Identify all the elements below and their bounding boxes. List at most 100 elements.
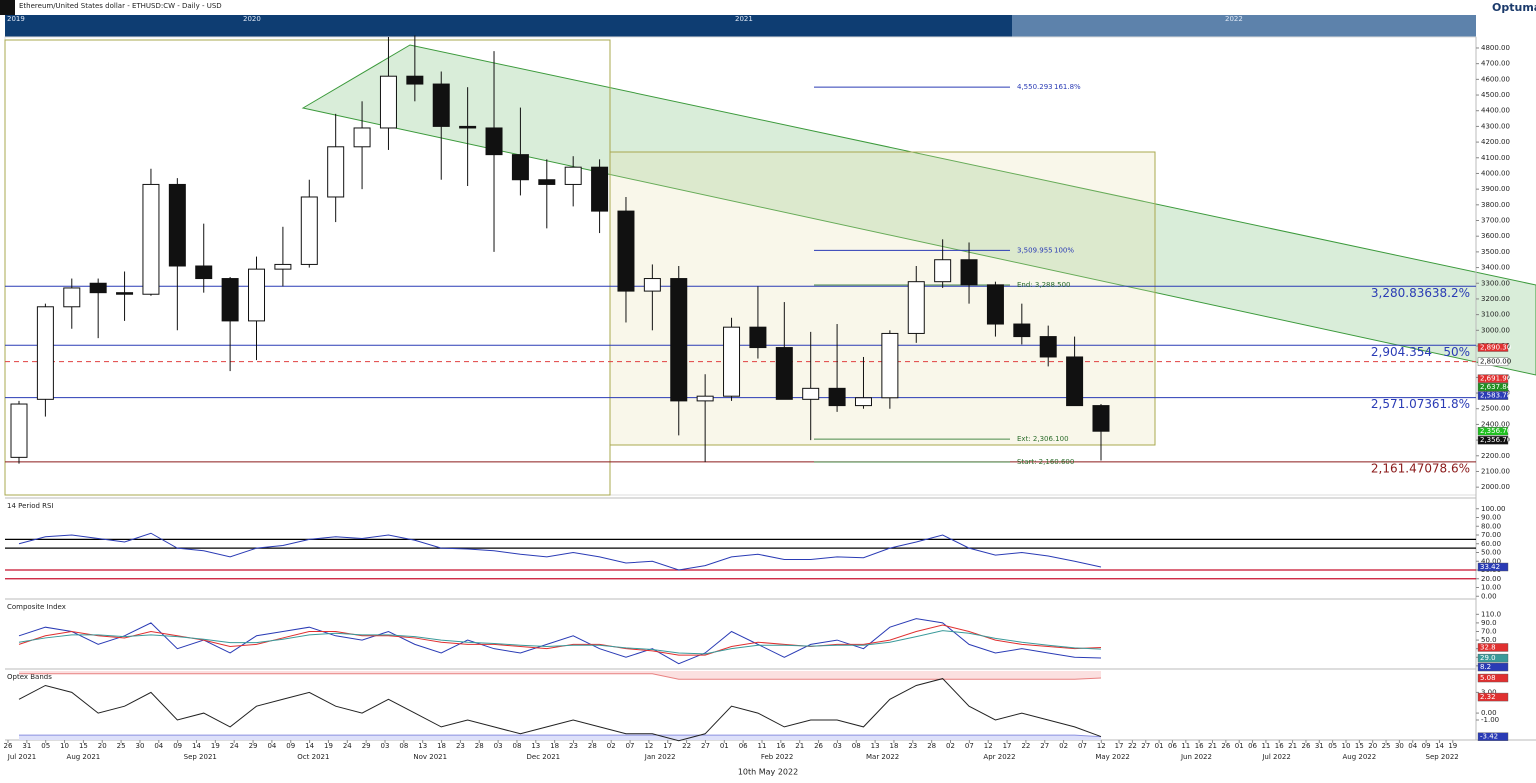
candle-body [775, 347, 793, 400]
fib-ratio: 61.8% [1432, 397, 1470, 411]
x-tick-label: 07 [626, 742, 635, 750]
month-label: Jul 2021 [7, 753, 37, 761]
x-tick-label: 07 [965, 742, 974, 750]
x-tick-label: 27 [1040, 742, 1049, 750]
extension-ratio: 161.8% [1054, 83, 1081, 91]
x-tick-label: 18 [437, 742, 446, 750]
title-bar [0, 0, 1536, 15]
candle-body [1013, 323, 1031, 338]
x-tick-label: 10 [60, 742, 69, 750]
fib-price: 2,571.073 [1371, 397, 1432, 411]
x-tick-label: 15 [79, 742, 88, 750]
x-tick-label: 11 [1181, 742, 1190, 750]
y-tick-label: 3100.00 [1481, 311, 1510, 319]
navigator-range[interactable] [5, 15, 1012, 37]
x-tick-label: 12 [984, 742, 993, 750]
month-label: Sep 2022 [1426, 753, 1459, 761]
x-tick-label: 15 [1355, 742, 1364, 750]
y-tick-label: 20.00 [1481, 575, 1501, 583]
y-tick-label: 90.00 [1481, 514, 1501, 522]
indicator-line [18, 532, 1102, 571]
y-tick-label: 90.0 [1481, 619, 1497, 627]
month-label: Apr 2022 [983, 753, 1015, 761]
x-tick-label: 26 [4, 742, 13, 750]
y-tick-label: 110.0 [1481, 610, 1501, 618]
y-tick-label: 2200.00 [1481, 452, 1510, 460]
price-tag [1477, 374, 1509, 383]
projection-label: End: 3,288.500 [1017, 281, 1071, 289]
candle-body [248, 268, 266, 322]
price-tag [1477, 427, 1509, 436]
x-tick-label: 17 [1115, 742, 1124, 750]
x-tick-label: 19 [1448, 742, 1457, 750]
y-tick-label: 2400.00 [1481, 420, 1510, 428]
y-tick-label: -1.00 [1481, 716, 1499, 724]
x-tick-label: 17 [663, 742, 672, 750]
x-tick-label: 14 [305, 742, 314, 750]
x-tick-label: 31 [22, 742, 31, 750]
candle-body [749, 326, 767, 349]
candle-body [89, 282, 107, 294]
navigator-rest[interactable] [1012, 15, 1476, 37]
y-tick-label: 3000.00 [1481, 326, 1510, 334]
x-tick-label: 20 [1368, 742, 1377, 750]
x-tick-label: 03 [494, 742, 503, 750]
x-tick-label: 08 [399, 742, 408, 750]
y-tick-label: 4700.00 [1481, 60, 1510, 68]
x-tick-label: 01 [1235, 742, 1244, 750]
candle-body [670, 278, 688, 402]
x-tick-label: 21 [1288, 742, 1297, 750]
navigator-year: 2020 [243, 15, 261, 23]
price-tag-label: 2,583.78 [1480, 392, 1511, 400]
candle-body [379, 75, 397, 129]
price-tag-label: 5.08 [1480, 674, 1496, 682]
x-tick-label: 05 [41, 742, 50, 750]
month-label: Jul 2022 [1261, 753, 1291, 761]
price-tag [1477, 436, 1509, 445]
indicator-line [18, 630, 1102, 655]
candle-body [142, 183, 160, 295]
candle-body [723, 326, 741, 397]
candle-body [327, 146, 345, 198]
y-tick-label: 4500.00 [1481, 91, 1510, 99]
y-tick-label: 4400.00 [1481, 107, 1510, 115]
x-tick-label: 29 [249, 742, 258, 750]
navigator-year: 2021 [735, 15, 753, 23]
candle-body [36, 306, 54, 400]
month-label: Nov 2021 [413, 753, 447, 761]
y-tick-label: 3600.00 [1481, 232, 1510, 240]
x-tick-label: 06 [1248, 742, 1257, 750]
price-tag [1477, 662, 1509, 672]
y-tick-label: 3300.00 [1481, 279, 1510, 287]
y-tick-label: 4200.00 [1481, 138, 1510, 146]
y-tick-label: 2500.00 [1481, 405, 1510, 413]
x-tick-label: 02 [1059, 742, 1068, 750]
candle-body [960, 259, 978, 286]
y-tick-label: 10.00 [1481, 584, 1501, 592]
x-tick-label: 13 [418, 742, 427, 750]
price-tag [1477, 732, 1509, 741]
y-tick-label: 70.0 [1481, 627, 1497, 635]
indicator-line [19, 673, 1102, 680]
x-tick-label: 16 [1195, 742, 1204, 750]
candle-body [828, 387, 846, 407]
candle-body [907, 281, 925, 334]
x-tick-label: 11 [1261, 742, 1270, 750]
x-tick-label: 30 [1395, 742, 1404, 750]
candle-body [802, 387, 820, 400]
x-tick-label: 21 [795, 742, 804, 750]
price-tag [1477, 653, 1509, 663]
x-tick-label: 12 [644, 742, 653, 750]
x-tick-label: 27 [701, 742, 710, 750]
month-label: Mar 2022 [866, 753, 899, 761]
chart-title: Ethereum/United States dollar - ETHUSD:C… [19, 2, 222, 10]
price-tag-label: 2.32 [1480, 693, 1496, 701]
x-tick-label: 14 [192, 742, 201, 750]
brand: Optuma [1492, 1, 1536, 14]
x-tick-label: 26 [814, 742, 823, 750]
extension-price: 3,509.955 [1017, 246, 1053, 254]
x-tick-label: 26 [1301, 742, 1310, 750]
y-tick-label: 4100.00 [1481, 154, 1510, 162]
y-tick-label: 50.0 [1481, 636, 1497, 644]
